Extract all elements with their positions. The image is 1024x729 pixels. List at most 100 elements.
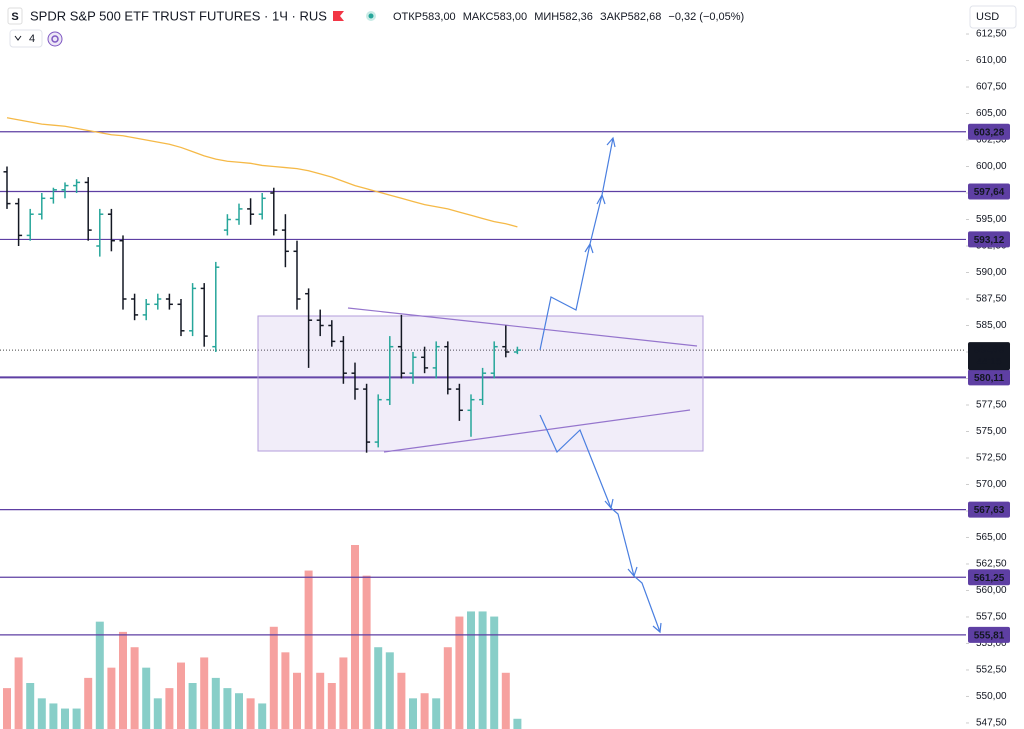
- volume-bar: [385, 652, 394, 729]
- low-label: МИН: [534, 11, 559, 23]
- volume-bar: [293, 672, 301, 729]
- symbol-icon: S: [11, 11, 18, 23]
- price-axis: 612,50 610,00 607,50 605,00 602,50 600,00 597,…: [966, 29, 1024, 729]
- y-tick-label: 565,00: [976, 532, 1007, 543]
- volume-bar: [339, 657, 348, 729]
- volume-bar: [107, 667, 116, 729]
- up-arrow: [539, 137, 614, 351]
- volume-bar: [211, 677, 220, 729]
- y-tick-label: 595,00: [976, 214, 1007, 225]
- flag-icon[interactable]: [333, 11, 344, 21]
- volume-bar: [84, 677, 93, 729]
- volume-bar: [49, 703, 58, 729]
- open-value: 583,00: [422, 11, 456, 23]
- volume-bar: [420, 693, 429, 729]
- volume-bar: [153, 698, 162, 729]
- volume-bar: [501, 672, 510, 729]
- arrow-head: [604, 498, 614, 510]
- y-tick-label: 555,00: [976, 638, 1007, 649]
- y-tick-label: 587,50: [976, 294, 1007, 305]
- arrow-head: [652, 622, 662, 634]
- status-dot: [368, 13, 374, 19]
- symbol-icon-box: [7, 7, 23, 25]
- level-tag: [968, 501, 1010, 518]
- volume-bar: [130, 647, 139, 729]
- y-tick-label: 607,50: [976, 82, 1007, 93]
- volume-bar: [72, 708, 81, 729]
- volume-bar: [443, 647, 452, 729]
- volume-bar: [455, 616, 464, 729]
- volume-bar: [490, 616, 499, 729]
- indicators-toggle[interactable]: [9, 29, 43, 48]
- level-label: 580,11: [974, 373, 1004, 384]
- y-tick-label: 550,00: [976, 691, 1007, 702]
- arrow-head: [584, 242, 594, 254]
- y-tick-label: 605,00: [976, 108, 1007, 119]
- level-label: 555,81: [974, 631, 1005, 642]
- volume-bar: [478, 611, 487, 729]
- level-label: 567,63: [974, 505, 1005, 516]
- down-arrow: [539, 414, 661, 633]
- volume-bar: [14, 657, 23, 729]
- forecast-arrows: [539, 136, 662, 634]
- volume-bar: [397, 672, 406, 729]
- y-tick-label: 612,50: [976, 29, 1007, 40]
- ohlc-readout: ОТКР583,00 МАКС583,00 МИН582,36 ЗАКР582,…: [393, 11, 744, 23]
- last-price-tag: [968, 342, 1010, 371]
- volume-bar: [177, 662, 185, 729]
- volume-bar: [61, 708, 69, 729]
- currency-button[interactable]: [969, 5, 1017, 29]
- volume-bar: [165, 688, 174, 729]
- volume-bar: [119, 631, 127, 729]
- y-tick-label: 590,00: [976, 267, 1007, 278]
- chart-title[interactable]: SPDR S&P 500 ETF TRUST FUTURES · 1Ч · RU…: [30, 8, 327, 23]
- chevron-icon: [14, 35, 22, 41]
- change-value: −0,32 (−0,05%): [668, 11, 744, 23]
- high-label: МАКС: [463, 11, 494, 23]
- level-tag: [968, 183, 1010, 200]
- close-value: 582,68: [628, 11, 662, 23]
- high-value: 583,00: [493, 11, 527, 23]
- volume-bar: [269, 626, 278, 729]
- volume-bar: [513, 718, 522, 729]
- level-label: 597,64: [974, 187, 1005, 198]
- volume-bar: [3, 688, 11, 729]
- range-box: [257, 315, 704, 452]
- level-tag: [968, 626, 1010, 643]
- level-tag: [968, 369, 1010, 386]
- y-tick-label: 602,50: [976, 135, 1007, 146]
- countdown-label: 44:15: [976, 357, 1001, 368]
- volume-bar: [432, 698, 441, 729]
- y-tick-label: 547,50: [976, 718, 1007, 729]
- level-tag: [968, 123, 1010, 140]
- last-price-label: 582,68: [974, 345, 1005, 356]
- arrow-head: [627, 566, 638, 578]
- volume-bar: [142, 667, 151, 729]
- arrow-head: [606, 136, 616, 148]
- volume-bar: [258, 703, 267, 729]
- volume-bar: [467, 611, 475, 729]
- volume-bar: [95, 621, 104, 729]
- triangle-upper: [347, 307, 698, 347]
- sync-icon[interactable]: [47, 31, 63, 47]
- close-label: ЗАКР: [600, 11, 628, 23]
- level-tag: [968, 231, 1010, 248]
- low-value: 582,36: [559, 11, 593, 23]
- moving-average: [6, 117, 518, 228]
- y-tick-label: 552,50: [976, 665, 1007, 676]
- volume-bar: [351, 545, 359, 729]
- volume-bar: [316, 672, 325, 729]
- y-tick-label: 562,50: [976, 559, 1007, 570]
- currency-label: USD: [976, 11, 999, 23]
- triangle-lower: [383, 409, 691, 453]
- level-label: 593,12: [974, 235, 1005, 246]
- level-label: 603,28: [974, 127, 1005, 138]
- y-tick-label: 610,00: [976, 55, 1007, 66]
- y-tick-label: 570,00: [976, 479, 1007, 490]
- open-label: ОТКР: [393, 11, 422, 23]
- level-label: 561,25: [974, 573, 1005, 584]
- y-tick-label: 560,00: [976, 585, 1007, 596]
- volume-bar: [37, 698, 46, 729]
- y-tick-label: 575,00: [976, 426, 1007, 437]
